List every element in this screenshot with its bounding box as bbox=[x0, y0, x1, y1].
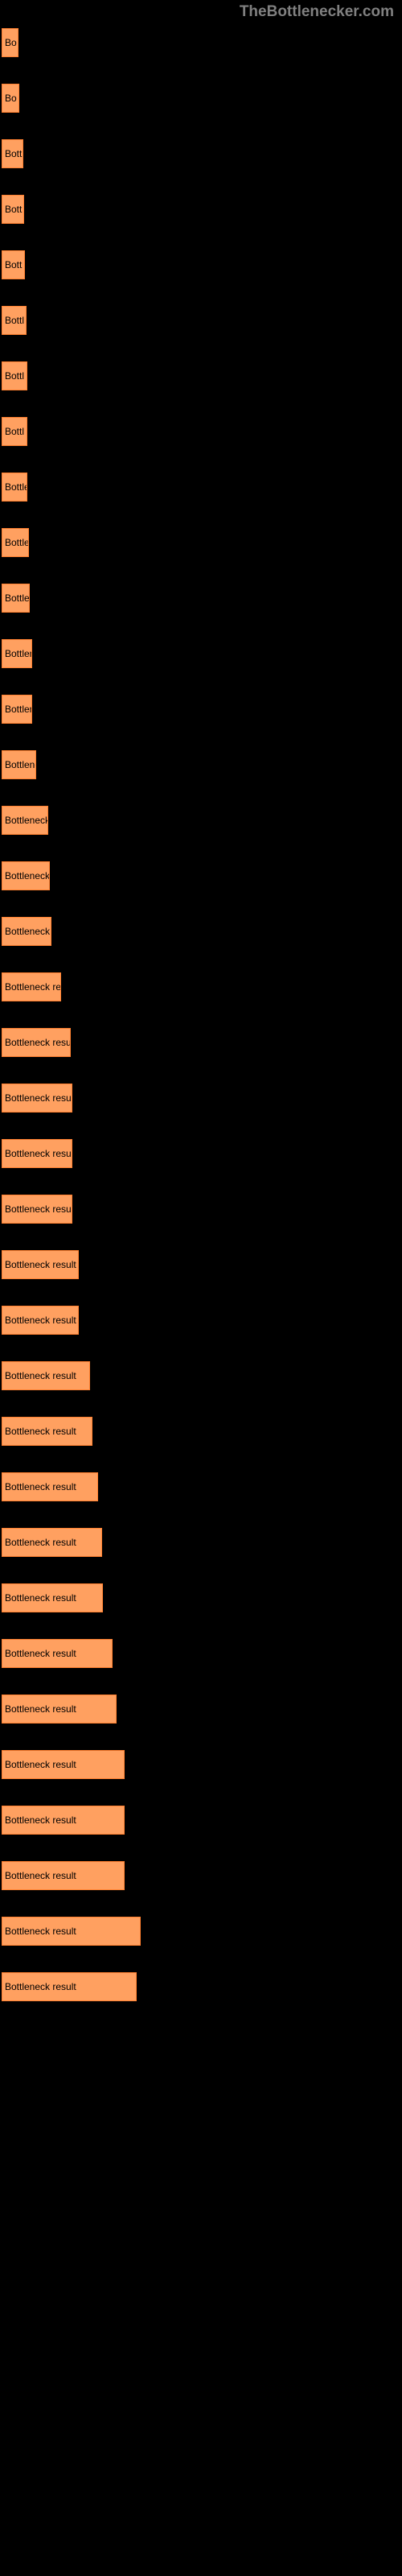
bar-row: Bottleneck result bbox=[2, 1306, 402, 1335]
bar: Bottle bbox=[2, 473, 27, 502]
bar-row: Bottleneck result bbox=[2, 1417, 402, 1446]
bar: Bottleneck result bbox=[2, 1861, 125, 1890]
bar: Bottle bbox=[2, 528, 29, 557]
bar-row: Bottleneck r bbox=[2, 806, 402, 835]
bar: Bott bbox=[2, 139, 23, 168]
bar: Bottleneck result bbox=[2, 1528, 102, 1557]
bar-row: Bottlene bbox=[2, 750, 402, 779]
bar: Bottlene bbox=[2, 750, 36, 779]
bar-row: Bottleneck result bbox=[2, 1972, 402, 2001]
bar: Bottleneck result bbox=[2, 972, 61, 1001]
bar: Bott bbox=[2, 250, 25, 279]
bar: Bottleneck re bbox=[2, 917, 51, 946]
bar: Bottl bbox=[2, 306, 27, 335]
bar-row: Bottleneck result bbox=[2, 1139, 402, 1168]
bar-row: Bottle bbox=[2, 584, 402, 613]
bar: Bottleneck result bbox=[2, 1472, 98, 1501]
bar-row: Bottleneck result bbox=[2, 1917, 402, 1946]
bar: Bottleneck r bbox=[2, 806, 48, 835]
bar-row: Bott bbox=[2, 139, 402, 168]
bar-row: Bottl bbox=[2, 361, 402, 390]
bar: Bottleneck resu bbox=[2, 861, 50, 890]
bar-row: Bottleneck result bbox=[2, 1084, 402, 1113]
bar: Bottleneck result bbox=[2, 1972, 137, 2001]
bar-row: Bo bbox=[2, 28, 402, 57]
bar: Bottleneck result bbox=[2, 1306, 79, 1335]
bar-row: Bott bbox=[2, 195, 402, 224]
bar: Bottleneck result bbox=[2, 1806, 125, 1835]
bar: Bottleneck result bbox=[2, 1917, 141, 1946]
bar-row: Bottleneck result bbox=[2, 1583, 402, 1612]
bar-row: Bottleneck result bbox=[2, 1861, 402, 1890]
bar-row: Bottle bbox=[2, 473, 402, 502]
bar: Bo bbox=[2, 84, 19, 113]
bar: Bottleneck result bbox=[2, 1639, 113, 1668]
bar: Bottleneck result bbox=[2, 1695, 117, 1724]
bar-row: Bottleneck result bbox=[2, 1361, 402, 1390]
bar: Bott bbox=[2, 195, 24, 224]
bar: Bo bbox=[2, 28, 18, 57]
bar-row: Bottleneck result bbox=[2, 1695, 402, 1724]
bar: Bottleneck result bbox=[2, 1084, 72, 1113]
bar: Bottl bbox=[2, 361, 27, 390]
bar: Bottleneck result bbox=[2, 1028, 71, 1057]
bar-row: Bottleneck result bbox=[2, 1528, 402, 1557]
bar-row: Bottle bbox=[2, 528, 402, 557]
watermark-text: TheBottlenecker.com bbox=[240, 3, 394, 21]
bar: Bottle bbox=[2, 584, 30, 613]
bar: Bottleneck resul bbox=[2, 1195, 72, 1224]
bar-row: Bottleneck resul bbox=[2, 1195, 402, 1224]
bar: Bottleneck result bbox=[2, 1361, 90, 1390]
bar-row: Bott bbox=[2, 250, 402, 279]
bar: Bottleneck result bbox=[2, 1583, 103, 1612]
bar-row: Bottl bbox=[2, 417, 402, 446]
bar-row: Bottleneck result bbox=[2, 1750, 402, 1779]
bar-row: Bottlen bbox=[2, 695, 402, 724]
bar-row: Bottleneck result bbox=[2, 1250, 402, 1279]
bar: Bottleneck result bbox=[2, 1139, 72, 1168]
bar: Bottlene bbox=[2, 639, 32, 668]
bar-row: Bottleneck result bbox=[2, 1472, 402, 1501]
bar: Bottleneck result bbox=[2, 1250, 79, 1279]
bar: Bottleneck result bbox=[2, 1750, 125, 1779]
bar-row: Bottleneck resu bbox=[2, 861, 402, 890]
bar-row: Bo bbox=[2, 84, 402, 113]
bottleneck-chart: Bo Bo Bott Bott Bott Bottl Bottl Bottl Bottle Bot… bbox=[0, 0, 402, 2001]
bar-row: Bottleneck re bbox=[2, 917, 402, 946]
bar: Bottl bbox=[2, 417, 27, 446]
bar-row: Bottlene bbox=[2, 639, 402, 668]
bar: Bottleneck result bbox=[2, 1417, 92, 1446]
bar-row: Bottl bbox=[2, 306, 402, 335]
bar-row: Bottleneck result bbox=[2, 972, 402, 1001]
bar-row: Bottleneck result bbox=[2, 1639, 402, 1668]
bar-row: Bottleneck result bbox=[2, 1806, 402, 1835]
bar: Bottlen bbox=[2, 695, 32, 724]
bar-row: Bottleneck result bbox=[2, 1028, 402, 1057]
